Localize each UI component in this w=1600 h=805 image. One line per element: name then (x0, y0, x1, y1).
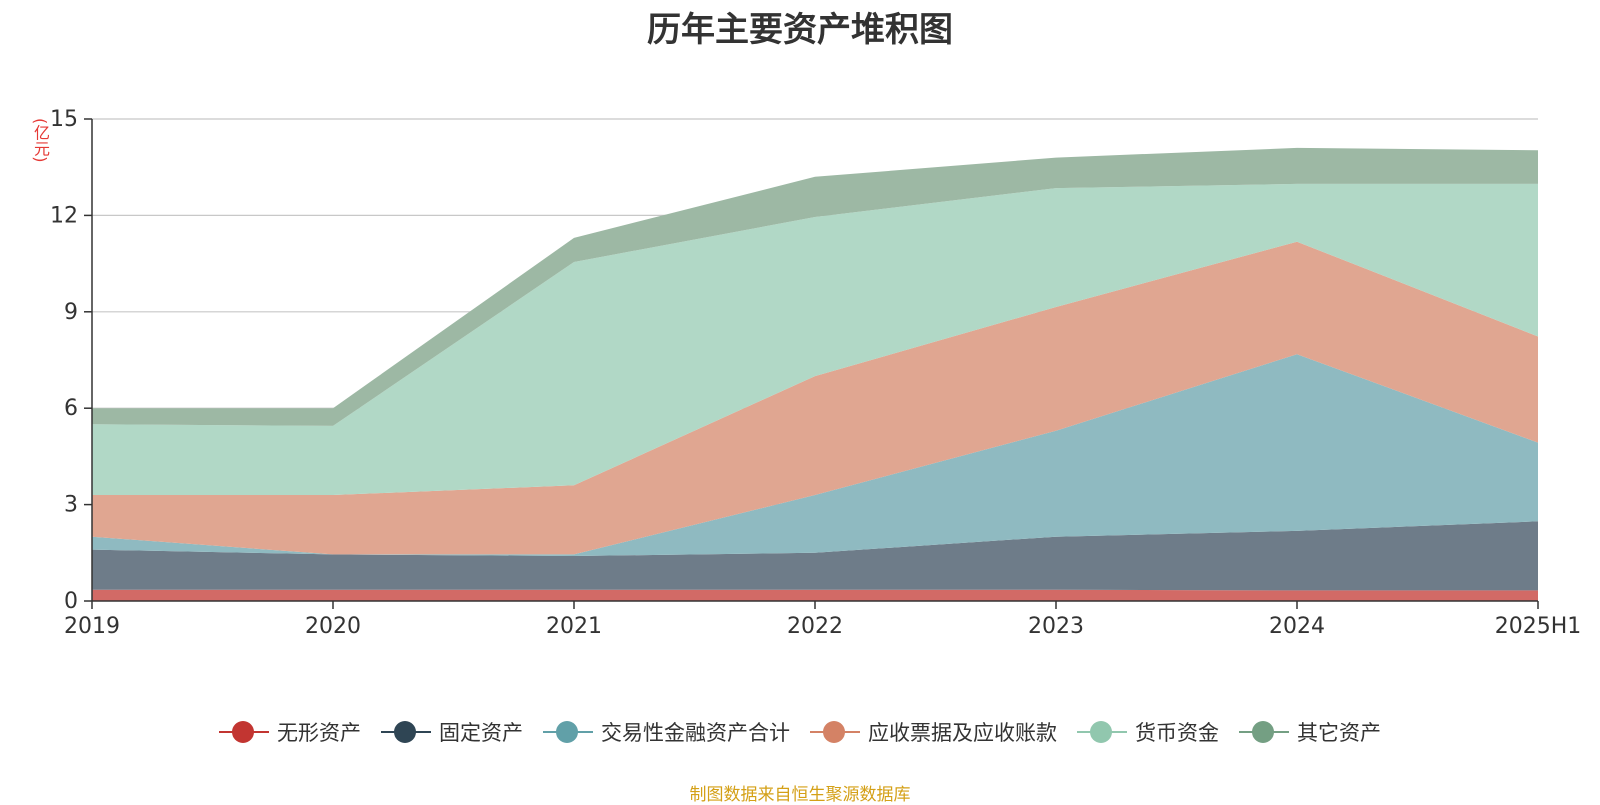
area-series-2 (92, 521, 1538, 591)
axes: 0 3 6 9 12 15 2019 2020 2021 2022 2023 2024 2025H1 (50, 107, 1581, 639)
legend-item[interactable]: 货币资金 (1077, 717, 1219, 747)
legend-marker-icon (810, 720, 860, 744)
x-tick-label: 2022 (787, 614, 843, 639)
y-tick-label: 15 (50, 107, 78, 132)
legend-label: 货币资金 (1135, 721, 1219, 745)
area-series-6 (92, 147, 1538, 426)
legend-item[interactable]: 固定资产 (381, 717, 523, 747)
legend-item[interactable]: 无形资产 (219, 717, 361, 747)
legend-label: 交易性金融资产合计 (601, 721, 790, 745)
legend-label: 应收票据及应收账款 (868, 721, 1057, 745)
y-axis-unit-label: (亿元) (31, 118, 50, 163)
legend: 无形资产 固定资产 交易性金融资产合计 应收票据及应收账款 货币资金 其它资产 (0, 717, 1600, 747)
y-tick-label: 0 (64, 589, 78, 614)
legend-item[interactable]: 其它资产 (1239, 717, 1381, 747)
legend-label: 其它资产 (1297, 721, 1381, 745)
x-tick-label: 2023 (1028, 614, 1084, 639)
y-tick-label: 9 (64, 300, 78, 325)
y-tick-label: 3 (64, 493, 78, 518)
x-tick-label: 2021 (546, 614, 602, 639)
legend-marker-icon (1077, 720, 1127, 744)
y-tick-label: 6 (64, 396, 78, 421)
legend-label: 无形资产 (277, 721, 361, 745)
legend-item[interactable]: 应收票据及应收账款 (810, 717, 1057, 747)
legend-label: 固定资产 (439, 721, 523, 745)
x-tick-label: 2025H1 (1495, 614, 1582, 639)
area-series-layer (92, 147, 1538, 601)
legend-marker-icon (1239, 720, 1289, 744)
source-note: 制图数据来自恒生聚源数据库 (689, 785, 911, 805)
x-tick-label: 2024 (1269, 614, 1325, 639)
legend-marker-icon (219, 720, 269, 744)
stacked-area-chart: 0 3 6 9 12 15 2019 2020 2021 2022 2023 2024 2025H1 (50, 107, 1581, 639)
x-tick-label: 2020 (305, 614, 361, 639)
legend-marker-icon (381, 720, 431, 744)
chart-title: 历年主要资产堆积图 (647, 10, 953, 50)
area-series-5 (92, 183, 1538, 495)
area-series-4 (92, 241, 1538, 555)
legend-marker-icon (543, 720, 593, 744)
area-series-3 (92, 354, 1538, 556)
legend-item[interactable]: 交易性金融资产合计 (543, 717, 790, 747)
x-tick-label: 2019 (64, 614, 120, 639)
area-series-1 (92, 589, 1538, 601)
y-tick-label: 12 (50, 203, 78, 228)
